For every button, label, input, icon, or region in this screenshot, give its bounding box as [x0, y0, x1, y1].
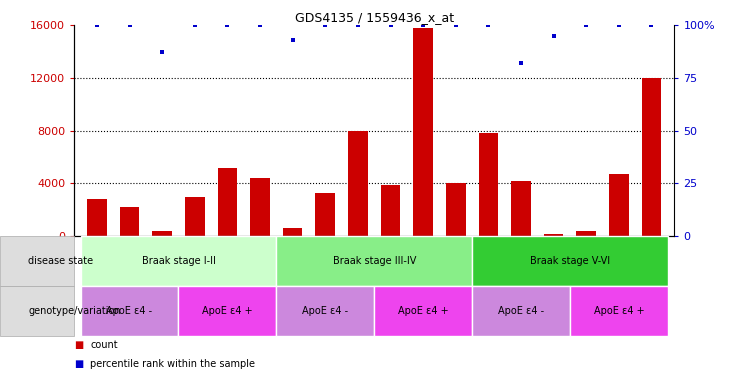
Point	[352, 22, 364, 28]
Bar	[413, 28, 433, 236]
Point	[515, 60, 527, 66]
Point	[417, 22, 429, 28]
Bar	[544, 233, 563, 236]
Point	[482, 22, 494, 28]
Bar	[250, 178, 270, 236]
Bar	[348, 131, 368, 236]
Title: GDS4135 / 1559436_x_at: GDS4135 / 1559436_x_at	[295, 11, 453, 24]
Text: ApoE ε4 -: ApoE ε4 -	[498, 306, 544, 316]
Text: ■: ■	[74, 340, 83, 350]
Point	[124, 22, 136, 28]
Text: ■: ■	[74, 359, 83, 369]
Text: disease state: disease state	[28, 256, 93, 266]
Point	[156, 50, 168, 56]
Point	[450, 22, 462, 28]
Point	[645, 22, 657, 28]
Point	[189, 22, 201, 28]
Point	[254, 22, 266, 28]
Point	[287, 37, 299, 43]
Text: Braak stage V-VI: Braak stage V-VI	[530, 256, 610, 266]
Bar	[218, 167, 237, 236]
Bar	[576, 231, 596, 236]
Bar	[153, 231, 172, 236]
Bar	[185, 197, 205, 236]
Point	[385, 22, 396, 28]
Bar	[479, 133, 498, 236]
Text: count: count	[90, 340, 118, 350]
Point	[91, 22, 103, 28]
Point	[580, 22, 592, 28]
Text: ApoE ε4 +: ApoE ε4 +	[398, 306, 448, 316]
Text: percentile rank within the sample: percentile rank within the sample	[90, 359, 256, 369]
Bar	[511, 181, 531, 236]
Bar	[381, 185, 400, 236]
Bar	[609, 174, 628, 236]
Bar	[120, 207, 139, 236]
Text: ApoE ε4 +: ApoE ε4 +	[594, 306, 644, 316]
Bar	[446, 184, 465, 236]
Text: ApoE ε4 -: ApoE ε4 -	[107, 306, 153, 316]
Bar	[316, 193, 335, 236]
Bar	[87, 199, 107, 236]
Point	[548, 33, 559, 39]
Text: ApoE ε4 -: ApoE ε4 -	[302, 306, 348, 316]
Point	[222, 22, 233, 28]
Text: Braak stage III-IV: Braak stage III-IV	[333, 256, 416, 266]
Bar	[283, 228, 302, 236]
Text: Braak stage I-II: Braak stage I-II	[142, 256, 216, 266]
Bar	[642, 78, 661, 236]
Point	[319, 22, 331, 28]
Text: ApoE ε4 +: ApoE ε4 +	[202, 306, 253, 316]
Text: genotype/variation: genotype/variation	[28, 306, 121, 316]
Point	[613, 22, 625, 28]
